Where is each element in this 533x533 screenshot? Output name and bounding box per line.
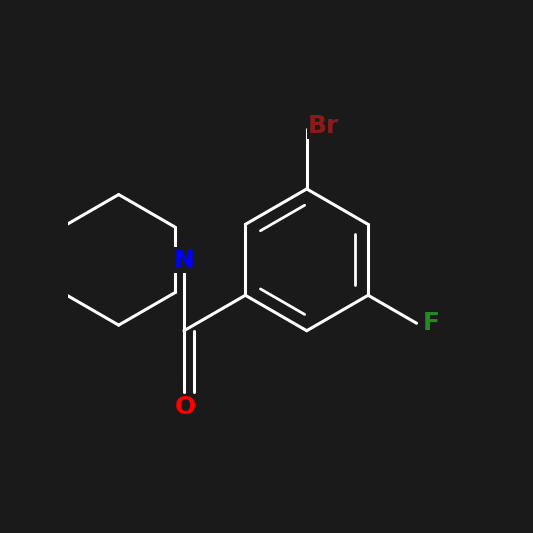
Text: O: O [175,395,197,419]
Text: Br: Br [308,114,339,138]
Text: F: F [423,311,440,335]
Text: N: N [174,248,195,272]
